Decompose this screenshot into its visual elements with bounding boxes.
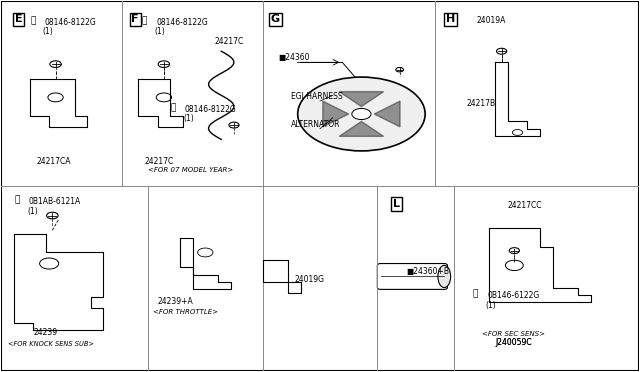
Circle shape — [48, 93, 63, 102]
Text: 24019G: 24019G — [294, 275, 324, 284]
FancyBboxPatch shape — [378, 263, 447, 289]
Text: (1): (1) — [154, 28, 165, 36]
Circle shape — [47, 212, 58, 219]
Text: 0B1AB-6121A: 0B1AB-6121A — [29, 197, 81, 206]
Polygon shape — [339, 92, 384, 107]
Circle shape — [40, 258, 59, 269]
Polygon shape — [339, 121, 384, 137]
Polygon shape — [374, 101, 400, 127]
Circle shape — [158, 61, 170, 67]
Text: F: F — [131, 14, 139, 24]
Text: ■24360+B: ■24360+B — [406, 267, 449, 276]
Circle shape — [50, 61, 61, 67]
Circle shape — [298, 77, 425, 151]
Text: 24217CA: 24217CA — [36, 157, 71, 166]
Text: EGI HARNESS: EGI HARNESS — [291, 92, 343, 101]
Circle shape — [509, 248, 520, 254]
Text: (1): (1) — [27, 206, 38, 215]
Text: Ⓑ: Ⓑ — [30, 16, 35, 25]
Circle shape — [396, 67, 403, 72]
Circle shape — [352, 109, 371, 119]
Text: 24019A: 24019A — [476, 16, 506, 25]
Circle shape — [497, 48, 507, 54]
Text: 24217C: 24217C — [215, 37, 244, 46]
Text: 24217CC: 24217CC — [508, 201, 543, 210]
Text: ■24360: ■24360 — [278, 53, 310, 62]
Circle shape — [506, 260, 524, 270]
Text: Ⓑ: Ⓑ — [14, 195, 19, 205]
Text: 24239+A: 24239+A — [157, 297, 193, 306]
Text: ALTERNATOR: ALTERNATOR — [291, 120, 341, 129]
Ellipse shape — [438, 265, 451, 288]
Circle shape — [156, 93, 172, 102]
Text: 08146-8122G: 08146-8122G — [45, 18, 97, 27]
Text: Ⓑ: Ⓑ — [170, 103, 175, 112]
Text: G: G — [271, 14, 280, 24]
Text: J240059C: J240059C — [495, 338, 532, 347]
Circle shape — [198, 248, 213, 257]
Text: 24217B: 24217B — [467, 99, 496, 109]
Text: H: H — [446, 14, 455, 24]
Text: Ⓑ: Ⓑ — [141, 16, 147, 25]
Text: <FOR KNOCK SENS SUB>: <FOR KNOCK SENS SUB> — [8, 341, 93, 347]
Text: <FOR THROTTLE>: <FOR THROTTLE> — [153, 309, 218, 315]
Circle shape — [513, 129, 523, 135]
Text: 08146-8122G: 08146-8122G — [185, 105, 237, 114]
Text: 0B146-6122G: 0B146-6122G — [488, 291, 540, 301]
Text: Ⓑ: Ⓑ — [473, 290, 478, 299]
Text: 08146-8122G: 08146-8122G — [156, 18, 208, 27]
Polygon shape — [323, 101, 349, 127]
Text: <FOR 07 MODEL YEAR>: <FOR 07 MODEL YEAR> — [148, 167, 233, 173]
Text: (1): (1) — [43, 28, 54, 36]
Text: (1): (1) — [183, 114, 194, 123]
Text: 24239: 24239 — [33, 328, 58, 337]
Text: <FOR SEC SENS>: <FOR SEC SENS> — [483, 331, 545, 337]
Text: E: E — [15, 14, 22, 24]
Text: (1): (1) — [486, 301, 497, 310]
Circle shape — [229, 122, 239, 128]
Text: J240059C: J240059C — [495, 338, 532, 347]
Text: 24217C: 24217C — [145, 157, 174, 166]
Text: L: L — [393, 199, 400, 209]
